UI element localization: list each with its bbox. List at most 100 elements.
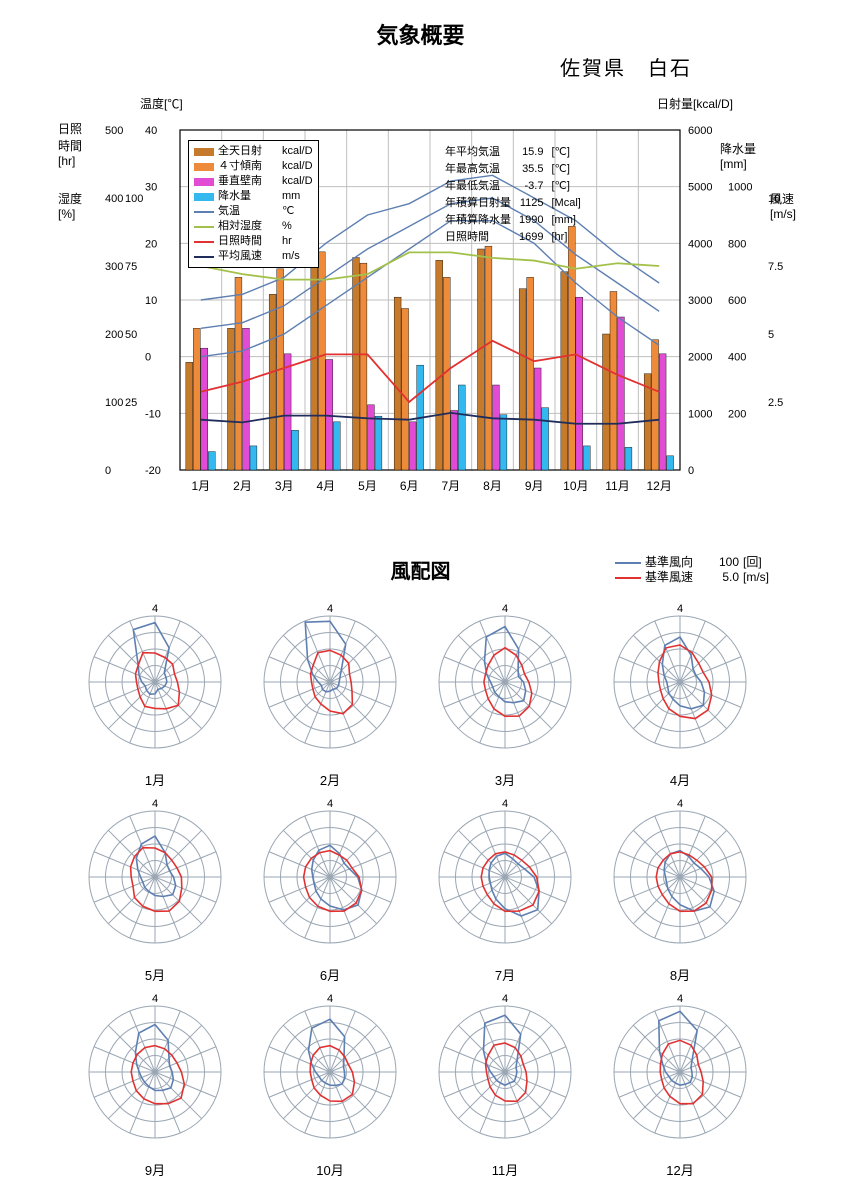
- svg-text:12月: 12月: [646, 479, 671, 493]
- page-title: 気象概要: [0, 18, 841, 50]
- svg-text:8月: 8月: [483, 479, 502, 493]
- rose-month-label: 1月: [75, 770, 235, 789]
- svg-text:4: 4: [152, 603, 158, 615]
- svg-text:75: 75: [125, 261, 137, 273]
- rose-month-label: 8月: [600, 965, 760, 984]
- svg-text:4: 4: [152, 993, 158, 1005]
- rose-legend-row: 基準風速5.0[m/s]: [615, 570, 769, 585]
- svg-text:4: 4: [677, 798, 683, 810]
- svg-text:-10: -10: [145, 408, 161, 420]
- svg-text:0: 0: [105, 465, 111, 477]
- stats-row: 年積算降水量1990[mm]: [442, 213, 584, 228]
- stats-row: 年最低気温-3.7[℃]: [442, 179, 584, 194]
- svg-text:1000: 1000: [728, 182, 752, 194]
- svg-text:3月: 3月: [275, 479, 294, 493]
- rose-month-label: 9月: [75, 1160, 235, 1179]
- svg-text:0: 0: [145, 352, 151, 364]
- wind-rose: 4 1月: [75, 600, 235, 795]
- svg-text:2.5: 2.5: [768, 397, 783, 409]
- svg-text:1月: 1月: [191, 479, 210, 493]
- stats-box: 年平均気温15.9[℃]年最高気温35.5[℃]年最低気温-3.7[℃]年積算日…: [440, 143, 586, 247]
- svg-text:500: 500: [105, 125, 123, 137]
- legend-row: 垂直壁南kcal/D: [194, 174, 313, 189]
- main-chart: -20-100102030400100200300400500255075100…: [40, 95, 800, 525]
- svg-text:6000: 6000: [688, 125, 712, 137]
- svg-text:5000: 5000: [688, 182, 712, 194]
- wind-rose: 47月: [425, 795, 585, 990]
- svg-text:200: 200: [728, 408, 746, 420]
- wind-rose: 4 3月: [425, 600, 585, 795]
- rose-month-label: 2月: [250, 770, 410, 789]
- svg-text:5: 5: [768, 329, 774, 341]
- svg-text:4: 4: [677, 993, 683, 1005]
- svg-text:25: 25: [125, 397, 137, 409]
- svg-text:1000: 1000: [688, 408, 712, 420]
- wind-rose: 4 10月: [250, 990, 410, 1185]
- svg-text:3000: 3000: [688, 295, 712, 307]
- svg-text:9月: 9月: [525, 479, 544, 493]
- rose-month-label: 10月: [250, 1160, 410, 1179]
- rose-legend-row: 基準風向100[回]: [615, 555, 769, 570]
- svg-text:4: 4: [327, 798, 333, 810]
- stats-row: 年最高気温35.5[℃]: [442, 162, 584, 177]
- legend-row: 降水量mm: [194, 189, 313, 204]
- svg-text:400: 400: [105, 193, 123, 205]
- location-label: 佐賀県 白石: [560, 52, 692, 81]
- svg-text:7月: 7月: [441, 479, 460, 493]
- rose-month-label: 6月: [250, 965, 410, 984]
- svg-text:4: 4: [327, 603, 333, 615]
- svg-text:100: 100: [105, 397, 123, 409]
- wind-roses-grid: 4 1月 4 2月 4 3月 4 4月 4 5月 4 6月 47月 4 8月 4 9月 4 10月 4 11月 4 12月: [75, 600, 775, 1185]
- stats-row: 日照時間1699[hr]: [442, 230, 584, 245]
- legend-row: 相対湿度%: [194, 219, 313, 234]
- svg-text:4: 4: [152, 798, 158, 810]
- svg-text:11月: 11月: [605, 479, 629, 493]
- wind-rose: 4 2月: [250, 600, 410, 795]
- svg-text:10: 10: [145, 295, 157, 307]
- rose-month-label: 7月: [425, 965, 585, 984]
- svg-text:20: 20: [145, 238, 157, 250]
- wind-rose: 4 5月: [75, 795, 235, 990]
- legend-row: ４寸傾南kcal/D: [194, 159, 313, 174]
- svg-text:2000: 2000: [688, 352, 712, 364]
- svg-text:50: 50: [125, 329, 137, 341]
- svg-text:200: 200: [105, 329, 123, 341]
- svg-text:300: 300: [105, 261, 123, 273]
- svg-text:4: 4: [677, 603, 683, 615]
- svg-text:10月: 10月: [563, 479, 588, 493]
- svg-text:4000: 4000: [688, 238, 712, 250]
- svg-text:5月: 5月: [358, 479, 377, 493]
- rose-month-label: 12月: [600, 1160, 760, 1179]
- svg-text:100: 100: [125, 193, 143, 205]
- svg-text:800: 800: [728, 238, 746, 250]
- legend-row: 平均風速m/s: [194, 249, 313, 264]
- stats-table: 年平均気温15.9[℃]年最高気温35.5[℃]年最低気温-3.7[℃]年積算日…: [440, 143, 586, 247]
- svg-text:0: 0: [688, 465, 694, 477]
- svg-text:2月: 2月: [233, 479, 252, 493]
- wind-rose: 4 9月: [75, 990, 235, 1185]
- svg-text:6月: 6月: [400, 479, 419, 493]
- stats-row: 年平均気温15.9[℃]: [442, 145, 584, 160]
- rose-month-label: 5月: [75, 965, 235, 984]
- svg-text:7.5: 7.5: [768, 261, 783, 273]
- rose-legend: 基準風向100[回]基準風速5.0[m/s]: [615, 555, 769, 585]
- svg-text:4月: 4月: [316, 479, 335, 493]
- svg-text:4: 4: [327, 993, 333, 1005]
- svg-text:600: 600: [728, 295, 746, 307]
- svg-text:30: 30: [145, 182, 157, 194]
- svg-text:4: 4: [502, 603, 508, 615]
- wind-rose: 4 6月: [250, 795, 410, 990]
- wind-rose: 4 12月: [600, 990, 760, 1185]
- rose-month-label: 11月: [425, 1160, 585, 1179]
- svg-text:400: 400: [728, 352, 746, 364]
- wind-rose: 4 8月: [600, 795, 760, 990]
- main-chart-svg: -20-100102030400100200300400500255075100…: [40, 95, 800, 525]
- svg-text:40: 40: [145, 125, 157, 137]
- svg-text:10: 10: [768, 193, 780, 205]
- wind-rose: 4 11月: [425, 990, 585, 1185]
- rose-month-label: 3月: [425, 770, 585, 789]
- legend-row: 全天日射kcal/D: [194, 144, 313, 159]
- rose-month-label: 4月: [600, 770, 760, 789]
- legend-row: 日照時間hr: [194, 234, 313, 249]
- svg-text:4: 4: [502, 993, 508, 1005]
